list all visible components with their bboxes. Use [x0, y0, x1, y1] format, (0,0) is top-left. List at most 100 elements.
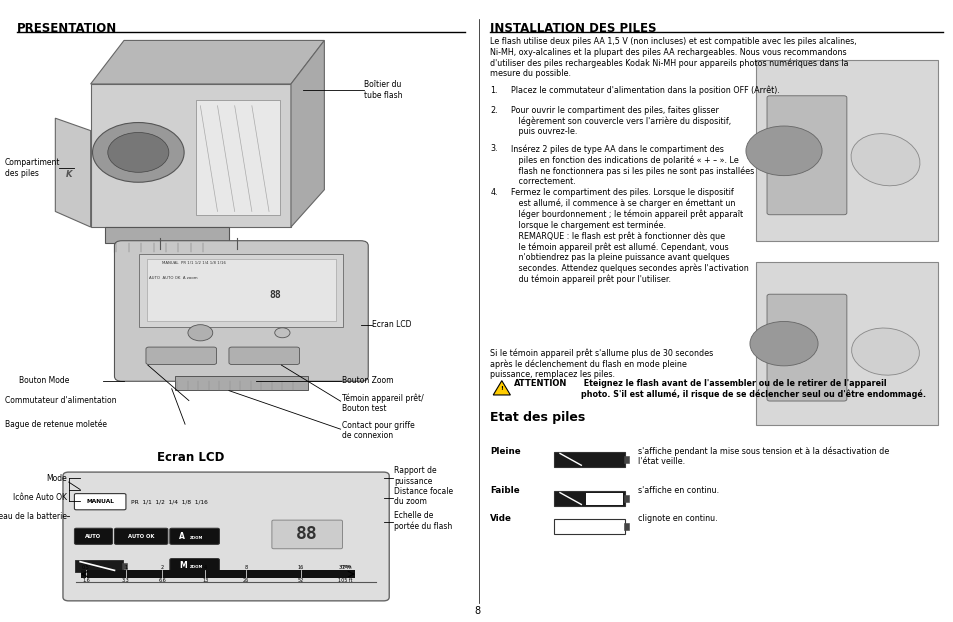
- FancyBboxPatch shape: [147, 259, 335, 322]
- Text: 52: 52: [297, 578, 303, 583]
- Text: Boîtier du
tube flash: Boîtier du tube flash: [364, 80, 402, 100]
- Text: Fermez le compartiment des piles. Lorsque le dispositif
   est allumé, il commen: Fermez le compartiment des piles. Lorsqu…: [511, 188, 748, 284]
- Text: Vide: Vide: [490, 514, 512, 522]
- Text: 26: 26: [243, 578, 249, 583]
- FancyBboxPatch shape: [74, 528, 112, 544]
- Text: clignote en continu.: clignote en continu.: [638, 514, 717, 522]
- Text: AUTO: AUTO: [86, 534, 101, 539]
- Text: Pleine: Pleine: [490, 447, 520, 455]
- FancyBboxPatch shape: [122, 563, 127, 569]
- Text: Distance focale
du zoom: Distance focale du zoom: [394, 486, 453, 506]
- FancyBboxPatch shape: [755, 60, 937, 241]
- FancyBboxPatch shape: [63, 472, 389, 601]
- Circle shape: [749, 322, 818, 366]
- Text: K: K: [66, 170, 71, 179]
- Text: mm: mm: [340, 564, 352, 569]
- FancyBboxPatch shape: [766, 96, 846, 215]
- Text: 16: 16: [297, 565, 303, 570]
- Ellipse shape: [851, 328, 919, 375]
- Polygon shape: [114, 243, 219, 252]
- FancyBboxPatch shape: [114, 241, 368, 381]
- Text: Faible: Faible: [490, 486, 519, 494]
- Text: Si le témoin appareil prêt s'allume plus de 30 secondes
après le déclenchement d: Si le témoin appareil prêt s'allume plus…: [490, 348, 713, 379]
- Polygon shape: [493, 381, 510, 395]
- Text: 105 ft: 105 ft: [337, 578, 353, 583]
- Text: !: !: [499, 386, 503, 391]
- Text: Ecran LCD: Ecran LCD: [157, 451, 224, 464]
- Text: Compartiment
des piles: Compartiment des piles: [5, 158, 60, 178]
- Text: 1.6: 1.6: [82, 578, 90, 583]
- Text: 88: 88: [296, 526, 317, 544]
- Text: Etat des piles: Etat des piles: [490, 411, 585, 424]
- Text: s'affiche en continu.: s'affiche en continu.: [638, 486, 719, 494]
- Polygon shape: [105, 227, 229, 243]
- Text: Pour ouvrir le compartiment des piles, faites glisser
   légèrement son couvercl: Pour ouvrir le compartiment des piles, f…: [511, 106, 731, 136]
- Text: Placez le commutateur d'alimentation dans la position OFF (Arrêt).: Placez le commutateur d'alimentation dan…: [511, 86, 780, 95]
- Text: Mode: Mode: [46, 475, 67, 483]
- Text: 4.: 4.: [490, 188, 497, 197]
- Circle shape: [92, 123, 184, 182]
- Text: AUTO OK: AUTO OK: [128, 534, 154, 539]
- Text: PRESENTATION: PRESENTATION: [17, 22, 117, 35]
- FancyBboxPatch shape: [623, 495, 628, 503]
- Text: s'affiche pendant la mise sous tension et à la désactivation de
l'état veille.: s'affiche pendant la mise sous tension e…: [638, 447, 888, 466]
- Text: 1: 1: [124, 565, 128, 570]
- Text: Rapport de
puissance: Rapport de puissance: [394, 466, 436, 486]
- Text: 88: 88: [269, 290, 280, 300]
- FancyBboxPatch shape: [146, 347, 216, 364]
- Text: 4: 4: [203, 565, 207, 570]
- Text: MANUAL: MANUAL: [86, 499, 114, 504]
- Text: 3.3: 3.3: [122, 578, 130, 583]
- Polygon shape: [91, 40, 324, 84]
- FancyBboxPatch shape: [75, 560, 123, 572]
- Polygon shape: [291, 40, 324, 227]
- FancyBboxPatch shape: [195, 100, 279, 215]
- FancyBboxPatch shape: [755, 262, 937, 425]
- Text: Contact pour griffe
de connexion: Contact pour griffe de connexion: [341, 420, 414, 440]
- Text: 1.: 1.: [490, 86, 497, 95]
- Text: AUTO  AUTO OK  A zoom: AUTO AUTO OK A zoom: [149, 276, 197, 281]
- Text: 2: 2: [160, 565, 164, 570]
- Ellipse shape: [850, 134, 919, 186]
- FancyBboxPatch shape: [623, 457, 628, 463]
- FancyBboxPatch shape: [170, 559, 219, 573]
- Text: A: A: [179, 532, 185, 541]
- Text: Icône Auto OK: Icône Auto OK: [12, 493, 67, 502]
- Text: MANUAL  PR 1/1 1/2 1/4 1/8 1/16: MANUAL PR 1/1 1/2 1/4 1/8 1/16: [162, 261, 226, 265]
- Text: ZOOM: ZOOM: [190, 536, 203, 540]
- Text: Niveau de la batterie: Niveau de la batterie: [0, 512, 67, 521]
- Text: 32 m: 32 m: [338, 565, 352, 570]
- Text: ZOOM: ZOOM: [190, 565, 203, 569]
- Text: Le flash utilise deux piles AA 1,5 V (non incluses) et est compatible avec les p: Le flash utilise deux piles AA 1,5 V (no…: [490, 37, 856, 78]
- Text: 2.: 2.: [490, 106, 497, 114]
- FancyBboxPatch shape: [585, 493, 622, 505]
- Text: Ecran LCD: Ecran LCD: [372, 320, 411, 329]
- Text: Bouton Mode: Bouton Mode: [19, 376, 70, 385]
- FancyBboxPatch shape: [272, 520, 342, 549]
- FancyBboxPatch shape: [170, 528, 219, 544]
- Text: 13: 13: [202, 578, 208, 583]
- Circle shape: [108, 132, 169, 172]
- FancyBboxPatch shape: [554, 452, 624, 467]
- Text: PR  1/1  1/2  1/4  1/8  1/16: PR 1/1 1/2 1/4 1/8 1/16: [131, 499, 207, 504]
- Text: 0.5: 0.5: [82, 565, 90, 570]
- Text: M: M: [179, 561, 187, 570]
- FancyBboxPatch shape: [114, 528, 168, 544]
- Polygon shape: [55, 118, 91, 227]
- Text: INSTALLATION DES PILES: INSTALLATION DES PILES: [490, 22, 657, 35]
- Text: Echelle de
portée du flash: Echelle de portée du flash: [394, 511, 452, 531]
- Circle shape: [745, 126, 821, 175]
- Text: Insérez 2 piles de type AA dans le compartiment des
   piles en fonction des ind: Insérez 2 piles de type AA dans le compa…: [511, 144, 754, 186]
- Text: ATTENTION: ATTENTION: [514, 379, 567, 388]
- Circle shape: [188, 325, 213, 341]
- FancyBboxPatch shape: [139, 254, 343, 327]
- FancyBboxPatch shape: [74, 494, 126, 510]
- Text: Eteignez le flash avant de l'assembler ou de le retirer de l'appareil
photo. S'i: Eteignez le flash avant de l'assembler o…: [580, 379, 925, 399]
- Text: 8: 8: [474, 606, 479, 616]
- Circle shape: [274, 328, 290, 338]
- Text: Bague de retenue moletée: Bague de retenue moletée: [5, 419, 107, 429]
- FancyBboxPatch shape: [554, 491, 624, 506]
- FancyBboxPatch shape: [623, 523, 628, 530]
- Polygon shape: [91, 84, 291, 227]
- Text: 3.: 3.: [490, 144, 497, 153]
